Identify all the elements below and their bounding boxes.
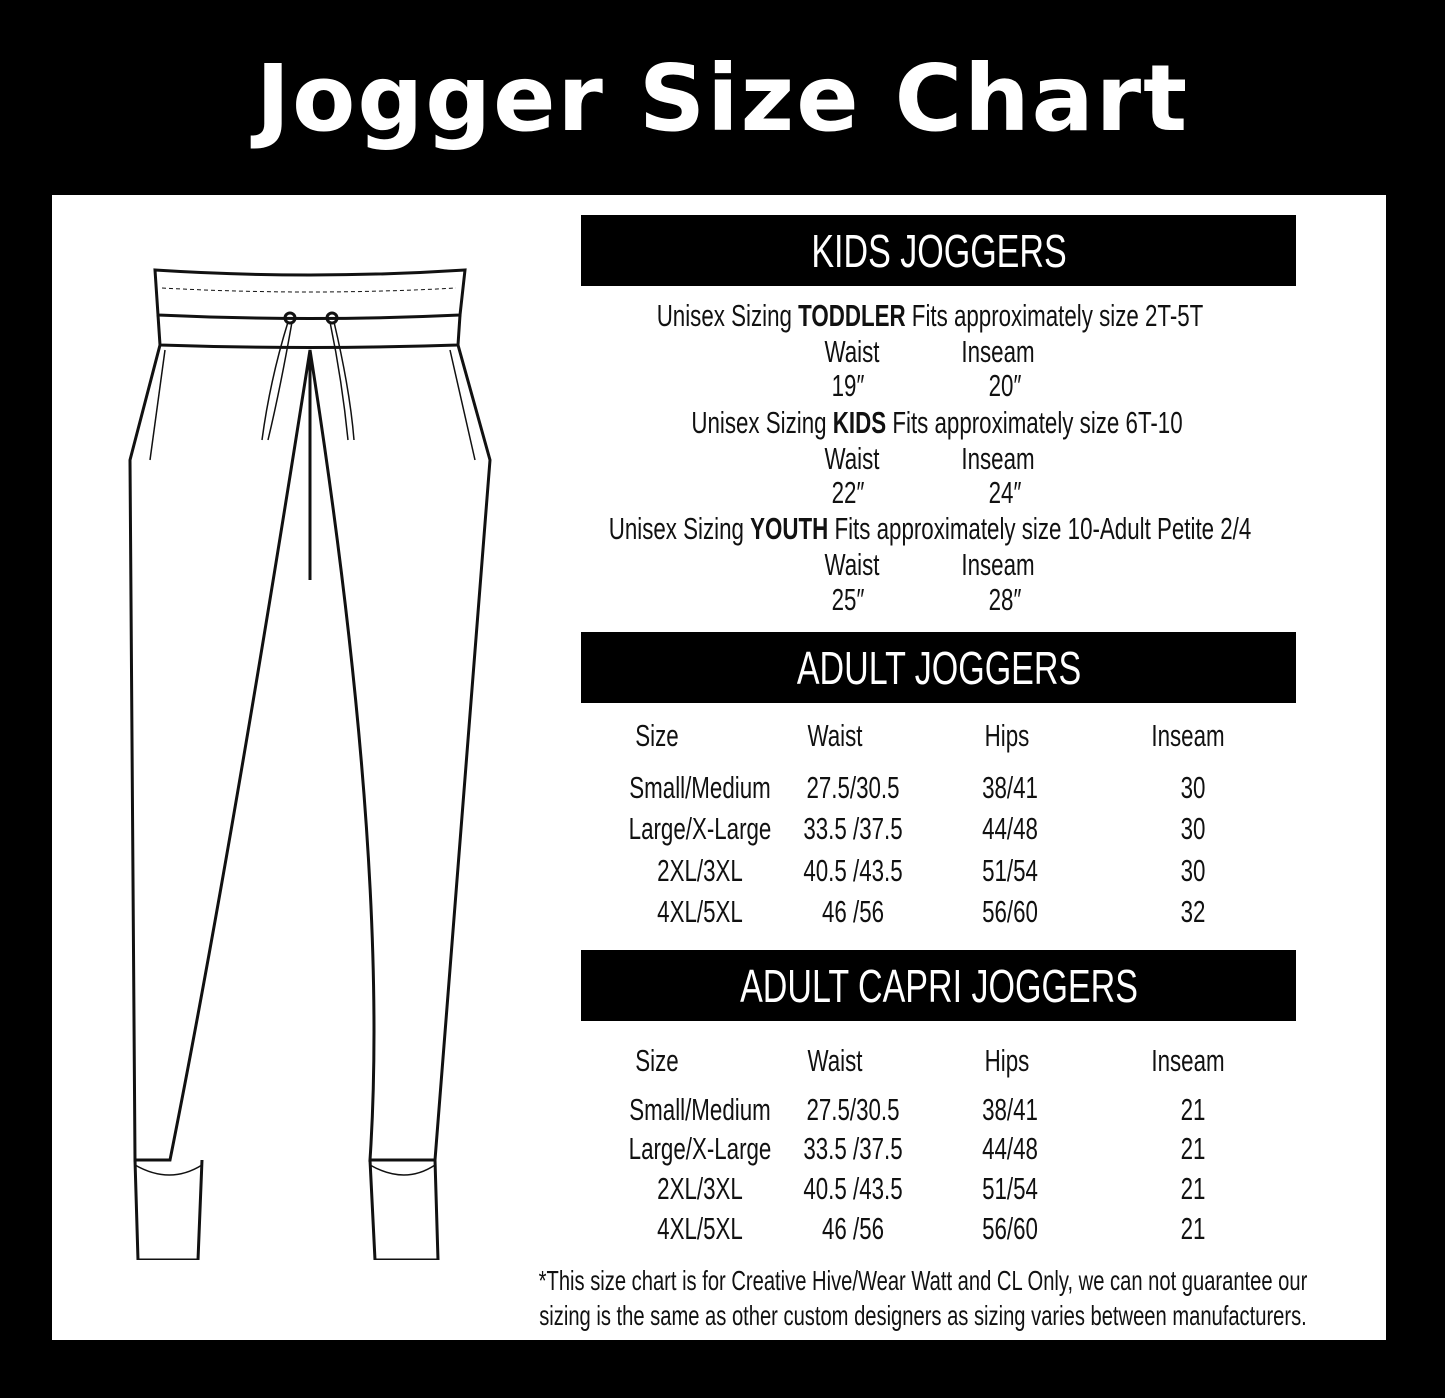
kids-waist-label: Waist xyxy=(824,441,880,476)
capri-column-header: Waist xyxy=(807,1043,863,1078)
kids-waist: 22″ xyxy=(831,475,865,510)
capri-column-header: Hips xyxy=(984,1043,1030,1078)
footer-note-line2: sizing is the same as other custom desig… xyxy=(539,1300,1307,1331)
toddler-inseam-label: Inseam xyxy=(961,334,1035,369)
adult-joggers-banner: ADULT JOGGERS xyxy=(581,632,1296,703)
kids-inseam: 24″ xyxy=(988,475,1022,510)
capri-table-cell: 40.5 /43.5 xyxy=(803,1171,903,1206)
kids-heading: KIDS JOGGERS xyxy=(810,224,1067,277)
adult-table-cell: 46 /56 xyxy=(821,894,885,929)
adult-table-cell: 56/60 xyxy=(982,894,1038,929)
capri-table-cell: 51/54 xyxy=(982,1171,1038,1206)
capri-table-cell: 21 xyxy=(1180,1211,1206,1246)
capri-table-cell: 56/60 xyxy=(982,1211,1038,1246)
capri-table-cell: 38/41 xyxy=(982,1092,1038,1127)
capri-table-cell: Small/Medium xyxy=(629,1092,771,1127)
capri-table-cell: 46 /56 xyxy=(821,1211,885,1246)
adult-table-cell: 44/48 xyxy=(982,811,1038,846)
youth-waist-label: Waist xyxy=(824,547,880,582)
kids-joggers-banner: KIDS JOGGERS xyxy=(581,215,1296,286)
adult-table-cell: 51/54 xyxy=(982,853,1038,888)
adult-table-cell: 30 xyxy=(1180,811,1206,846)
adult-column-header: Inseam xyxy=(1151,718,1225,753)
adult-column-header: Waist xyxy=(807,718,863,753)
adult-table-cell: 33.5 /37.5 xyxy=(803,811,903,846)
footer-note-line1: *This size chart is for Creative Hive/We… xyxy=(538,1265,1308,1296)
youth-inseam-label: Inseam xyxy=(961,547,1035,582)
adult-table-cell: 40.5 /43.5 xyxy=(803,853,903,888)
capri-table-cell: 21 xyxy=(1180,1092,1206,1127)
kids-inseam-label: Inseam xyxy=(961,441,1035,476)
capri-table-cell: 44/48 xyxy=(982,1131,1038,1166)
capri-table-cell: 2XL/3XL xyxy=(657,1171,743,1206)
toddler-line: Unisex Sizing TODDLER Fits approximately… xyxy=(656,298,1204,333)
capri-heading: ADULT CAPRI JOGGERS xyxy=(739,959,1138,1012)
adult-table-cell: 27.5/30.5 xyxy=(806,770,900,805)
toddler-waist-label: Waist xyxy=(824,334,880,369)
adult-table-cell: 4XL/5XL xyxy=(657,894,743,929)
page-title: Jogger Size Chart xyxy=(255,45,1190,152)
adult-table-cell: 30 xyxy=(1180,853,1206,888)
adult-table-cell: 2XL/3XL xyxy=(657,853,743,888)
adult-column-header: Size xyxy=(635,718,679,753)
capri-table-cell: 27.5/30.5 xyxy=(806,1092,900,1127)
adult-table-cell: Large/X-Large xyxy=(628,811,772,846)
adult-table-cell: 38/41 xyxy=(982,770,1038,805)
youth-inseam: 28″ xyxy=(988,582,1022,617)
jogger-illustration xyxy=(128,268,492,1260)
capri-joggers-banner: ADULT CAPRI JOGGERS xyxy=(581,950,1296,1021)
capri-table-cell: Large/X-Large xyxy=(628,1131,772,1166)
capri-table-cell: 21 xyxy=(1180,1131,1206,1166)
capri-column-header: Inseam xyxy=(1151,1043,1225,1078)
youth-line: Unisex Sizing YOUTH Fits approximately s… xyxy=(608,511,1252,546)
adult-column-header: Hips xyxy=(984,718,1030,753)
chart-panel xyxy=(52,195,1386,1340)
capri-table-cell: 21 xyxy=(1180,1171,1206,1206)
adult-table-cell: 30 xyxy=(1180,770,1206,805)
kids-line: Unisex Sizing KIDS Fits approximately si… xyxy=(691,405,1183,440)
capri-table-cell: 33.5 /37.5 xyxy=(803,1131,903,1166)
adult-table-cell: 32 xyxy=(1180,894,1206,929)
capri-table-cell: 4XL/5XL xyxy=(657,1211,743,1246)
youth-waist: 25″ xyxy=(831,582,865,617)
toddler-inseam: 20″ xyxy=(988,368,1022,403)
adult-table-cell: Small/Medium xyxy=(629,770,771,805)
capri-column-header: Size xyxy=(635,1043,679,1078)
toddler-waist: 19″ xyxy=(831,368,865,403)
adult-heading: ADULT JOGGERS xyxy=(796,641,1081,694)
